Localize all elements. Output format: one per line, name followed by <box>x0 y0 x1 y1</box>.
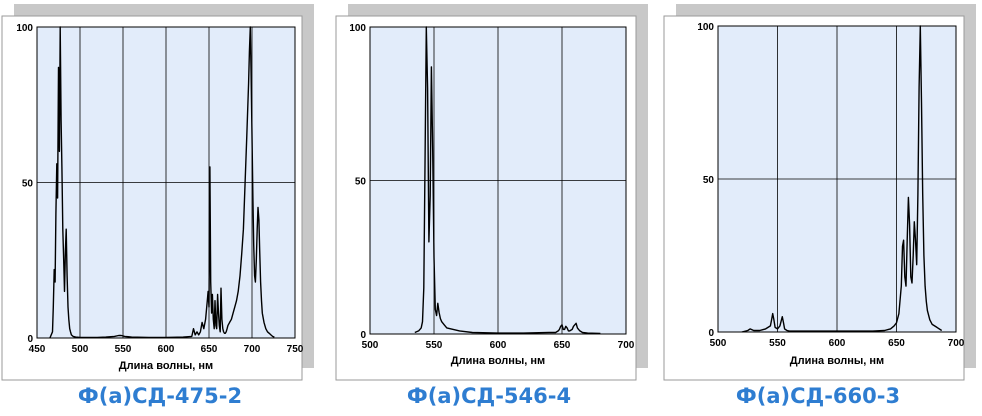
y-tick-label: 50 <box>355 177 367 188</box>
spectrum-chart-1: 450 500 550 600 650 700 750 0 50 100 Длина волны, … <box>1 4 314 381</box>
x-tick-label: 600 <box>158 344 175 355</box>
x-axis-label: Длина волны, нм <box>790 355 884 367</box>
y-tick-label: 100 <box>697 22 714 33</box>
x-tick-label: 650 <box>201 344 218 355</box>
y-tick-label: 0 <box>708 328 714 339</box>
x-tick-label: 650 <box>888 338 905 349</box>
x-tick-label: 650 <box>554 340 571 351</box>
spectrum-line <box>49 26 275 339</box>
y-tick-label: 100 <box>349 23 366 34</box>
x-tick-label: 550 <box>769 338 786 349</box>
x-tick-label: 750 <box>287 344 304 355</box>
chart-title-1: Ф(а)СД-475-2 <box>77 384 243 408</box>
x-axis-label: Длина волны, нм <box>119 360 213 372</box>
x-tick-label: 450 <box>29 344 46 355</box>
x-tick-label: 700 <box>244 344 261 355</box>
spectrum-panel-3: 500 550 600 650 700 0 50 100 Длина волны, нм <box>663 4 978 382</box>
x-tick-label: 500 <box>72 344 89 355</box>
x-tick-label: 600 <box>490 340 507 351</box>
y-tick-label: 0 <box>27 334 33 345</box>
chart-title-2: Ф(а)СД-546-4 <box>406 384 572 408</box>
x-tick-label: 550 <box>115 344 132 355</box>
x-tick-label: 500 <box>710 338 727 349</box>
spectrum-line <box>414 26 601 335</box>
spectrum-line <box>741 25 943 333</box>
y-tick-label: 50 <box>22 179 34 190</box>
x-tick-label: 500 <box>362 340 379 351</box>
y-tick-label: 50 <box>703 175 715 186</box>
x-tick-label: 600 <box>829 338 846 349</box>
y-tick-label: 100 <box>16 23 33 34</box>
spectrum-chart-2: 500 550 600 650 700 0 50 100 Длина волны, нм <box>335 4 648 381</box>
x-tick-label: 700 <box>948 338 965 349</box>
x-tick-label: 550 <box>426 340 443 351</box>
y-tick-label: 0 <box>360 330 366 341</box>
spectrum-chart-3: 500 550 600 650 700 0 50 100 Длина волны, нм <box>663 4 976 381</box>
x-tick-label: 700 <box>618 340 635 351</box>
spectrum-panel-1: 450 500 550 600 650 700 750 0 50 100 Длина волны, … <box>1 4 316 382</box>
chart-title-3: Ф(а)СД-660-3 <box>735 384 901 408</box>
spectrum-panel-2: 500 550 600 650 700 0 50 100 Длина волны, нм <box>335 4 650 382</box>
x-axis-label: Длина волны, нм <box>451 355 545 367</box>
